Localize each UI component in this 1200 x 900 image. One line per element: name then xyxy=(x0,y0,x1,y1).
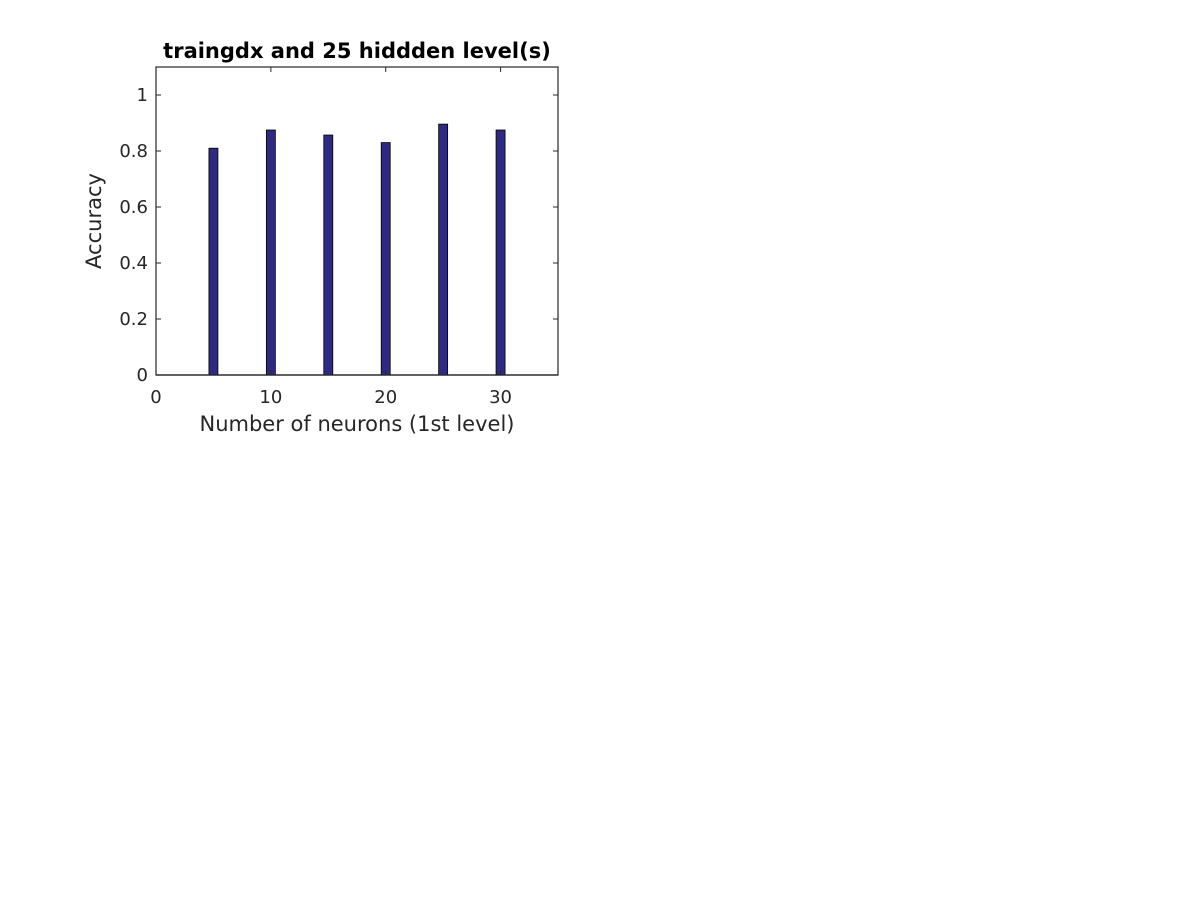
y-tick-label: 0.6 xyxy=(119,197,148,218)
axes-box xyxy=(155,66,559,376)
y-tick-label: 0 xyxy=(137,365,148,386)
x-axis-label: Number of neurons (1st level) xyxy=(200,412,515,436)
y-axis-label: Accuracy xyxy=(82,173,106,269)
bar-10 xyxy=(265,129,276,376)
x-tick-label: 20 xyxy=(374,387,397,408)
bar-25 xyxy=(438,123,449,376)
bar-20 xyxy=(380,142,391,376)
x-tick-label: 10 xyxy=(259,387,282,408)
x-tick-label: 0 xyxy=(150,387,161,408)
bar-5 xyxy=(208,147,219,376)
y-tick-label: 0.2 xyxy=(119,309,148,330)
y-tick-label: 0.8 xyxy=(119,141,148,162)
y-tick-label: 0.4 xyxy=(119,253,148,274)
y-tick-label: 1 xyxy=(137,85,148,106)
chart-title: traingdx and 25 hiddden level(s) xyxy=(163,39,551,63)
bar-30 xyxy=(495,129,506,376)
x-tick-label: 30 xyxy=(489,387,512,408)
bar-15 xyxy=(323,134,334,376)
ticks-group: 0 10 20 30 0 0.2 0.4 0.6 0.8 1 xyxy=(119,67,558,408)
plot-area xyxy=(156,67,558,375)
